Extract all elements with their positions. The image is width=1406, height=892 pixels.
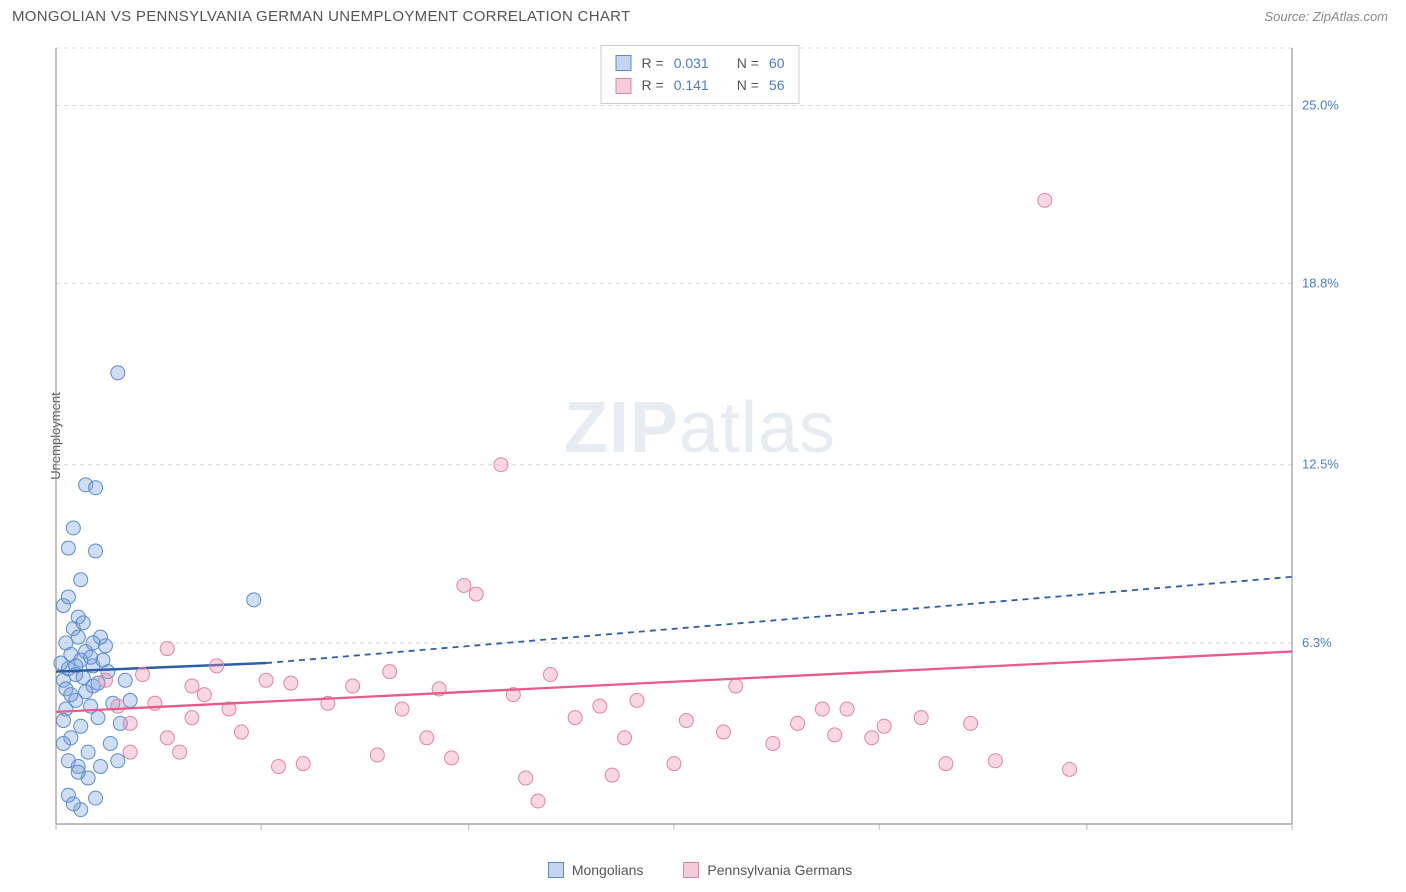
legend-swatch xyxy=(616,78,632,94)
source-attribution: Source: ZipAtlas.com xyxy=(1264,9,1388,24)
y-tick-label: 18.8% xyxy=(1302,276,1339,291)
r-label: R = xyxy=(642,74,664,96)
y-tick-label: 6.3% xyxy=(1302,635,1332,650)
chart-header: MONGOLIAN VS PENNSYLVANIA GERMAN UNEMPLO… xyxy=(0,0,1406,33)
chart-title: MONGOLIAN VS PENNSYLVANIA GERMAN UNEMPLO… xyxy=(12,8,630,25)
legend-swatch xyxy=(616,55,632,71)
legend-label: Mongolians xyxy=(572,862,644,878)
r-value: 0.141 xyxy=(674,74,709,96)
n-label: N = xyxy=(737,52,759,74)
legend-label: Pennsylvania Germans xyxy=(707,862,852,878)
legend-item: Pennsylvania Germans xyxy=(683,862,852,878)
stats-legend: R = 0.031 N = 60 R = 0.141 N = 56 xyxy=(601,45,800,104)
n-value: 60 xyxy=(769,52,785,74)
legend-swatch xyxy=(548,862,564,878)
r-value: 0.031 xyxy=(674,52,709,74)
scatter-plot: 6.3%12.5%18.8%25.0%0.0%50.0% xyxy=(50,42,1350,830)
stats-legend-row: R = 0.141 N = 56 xyxy=(616,74,785,96)
n-label: N = xyxy=(737,74,759,96)
y-tick-label: 12.5% xyxy=(1302,457,1339,472)
y-tick-label: 25.0% xyxy=(1302,97,1339,112)
r-label: R = xyxy=(642,52,664,74)
chart-container: Unemployment 6.3%12.5%18.8%25.0%0.0%50.0… xyxy=(50,42,1350,830)
legend-item: Mongolians xyxy=(548,862,644,878)
stats-legend-row: R = 0.031 N = 60 xyxy=(616,52,785,74)
legend-swatch xyxy=(683,862,699,878)
series-legend: Mongolians Pennsylvania Germans xyxy=(50,862,1350,878)
n-value: 56 xyxy=(769,74,785,96)
